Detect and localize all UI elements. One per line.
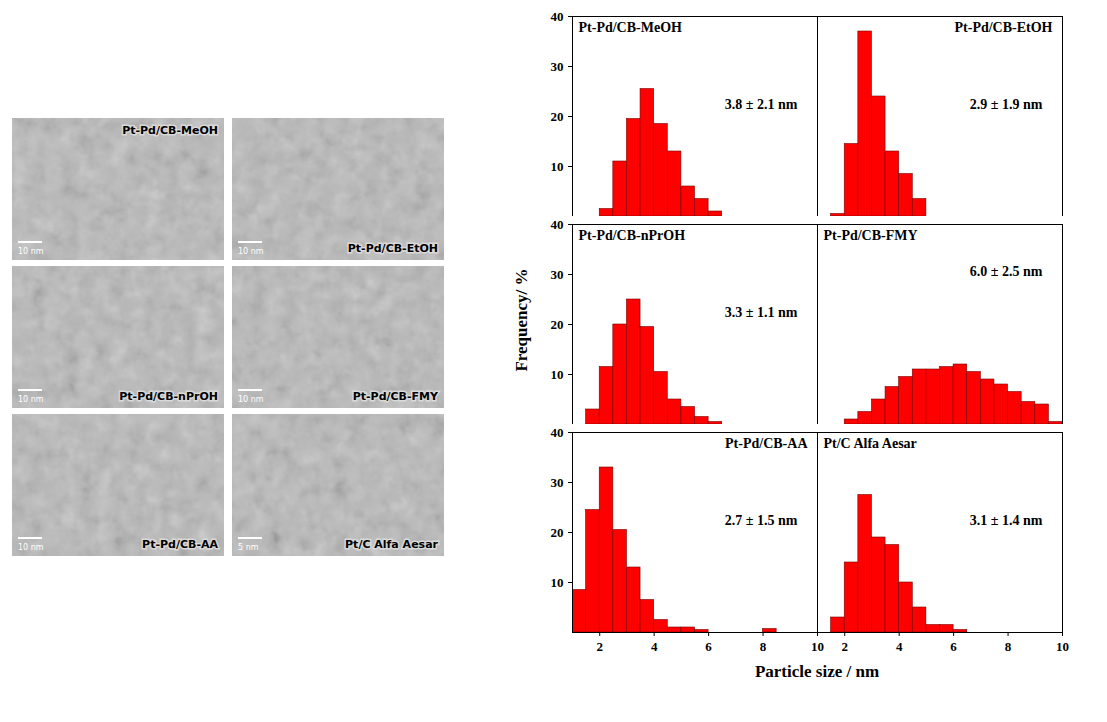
svg-text:2: 2 [596, 639, 603, 654]
svg-text:20: 20 [551, 525, 564, 540]
svg-text:2: 2 [841, 639, 848, 654]
svg-text:2.9 ± 1.9 nm: 2.9 ± 1.9 nm [970, 97, 1043, 112]
svg-text:8: 8 [760, 639, 767, 654]
svg-text:10 nm: 10 nm [238, 247, 264, 256]
svg-text:3.1 ± 1.4 nm: 3.1 ± 1.4 nm [970, 513, 1043, 528]
svg-text:Pt-Pd/CB-nPrOH: Pt-Pd/CB-nPrOH [119, 390, 218, 403]
svg-text:3.8 ± 2.1 nm: 3.8 ± 2.1 nm [725, 97, 798, 112]
svg-text:4: 4 [896, 639, 903, 654]
svg-text:Pt-Pd/CB-EtOH: Pt-Pd/CB-EtOH [955, 20, 1053, 35]
svg-text:Pt-Pd/CB-AA: Pt-Pd/CB-AA [725, 436, 808, 451]
svg-text:8: 8 [1005, 639, 1012, 654]
svg-text:10: 10 [551, 575, 564, 590]
svg-text:6: 6 [705, 639, 712, 654]
html-text:Particle size / nm: Particle size / nm [754, 662, 880, 681]
svg-text:10: 10 [1056, 639, 1069, 654]
svg-text:20: 20 [551, 317, 564, 332]
svg-text:Pt-Pd/CB-FMY: Pt-Pd/CB-FMY [824, 228, 918, 243]
svg-text:30: 30 [551, 59, 564, 74]
svg-text:Pt-Pd/CB-FMY: Pt-Pd/CB-FMY [353, 390, 439, 403]
svg-text:40: 40 [551, 217, 564, 232]
svg-text:40: 40 [551, 425, 564, 440]
svg-text:20: 20 [551, 109, 564, 124]
svg-text:10: 10 [551, 367, 564, 382]
html-text:Frequency/ %: Frequency/ % [512, 268, 531, 372]
svg-text:30: 30 [551, 267, 564, 282]
svg-text:10 nm: 10 nm [18, 247, 44, 256]
svg-text:10: 10 [811, 639, 824, 654]
svg-text:10 nm: 10 nm [18, 543, 44, 552]
svg-text:10: 10 [551, 159, 564, 174]
svg-text:Pt/C Alfa Aesar: Pt/C Alfa Aesar [345, 538, 439, 551]
svg-text:4: 4 [651, 639, 658, 654]
svg-text:3.3 ± 1.1 nm: 3.3 ± 1.1 nm [725, 305, 798, 320]
svg-text:5 nm: 5 nm [238, 543, 259, 552]
svg-text:Pt-Pd/CB-MeOH: Pt-Pd/CB-MeOH [122, 124, 218, 137]
svg-text:10 nm: 10 nm [238, 395, 264, 404]
svg-text:2.7 ± 1.5 nm: 2.7 ± 1.5 nm [725, 513, 798, 528]
svg-text:Pt-Pd/CB-AA: Pt-Pd/CB-AA [142, 538, 218, 551]
svg-text:Pt/C Alfa Aesar: Pt/C Alfa Aesar [824, 436, 917, 451]
svg-text:30: 30 [551, 475, 564, 490]
svg-text:10 nm: 10 nm [18, 395, 44, 404]
svg-text:Pt-Pd/CB-EtOH: Pt-Pd/CB-EtOH [348, 242, 438, 255]
svg-text:6: 6 [950, 639, 957, 654]
svg-text:40: 40 [551, 9, 564, 24]
svg-text:6.0 ± 2.5 nm: 6.0 ± 2.5 nm [970, 264, 1043, 279]
svg-text:Pt-Pd/CB-MeOH: Pt-Pd/CB-MeOH [579, 20, 683, 35]
svg-text:Pt-Pd/CB-nPrOH: Pt-Pd/CB-nPrOH [579, 228, 686, 243]
